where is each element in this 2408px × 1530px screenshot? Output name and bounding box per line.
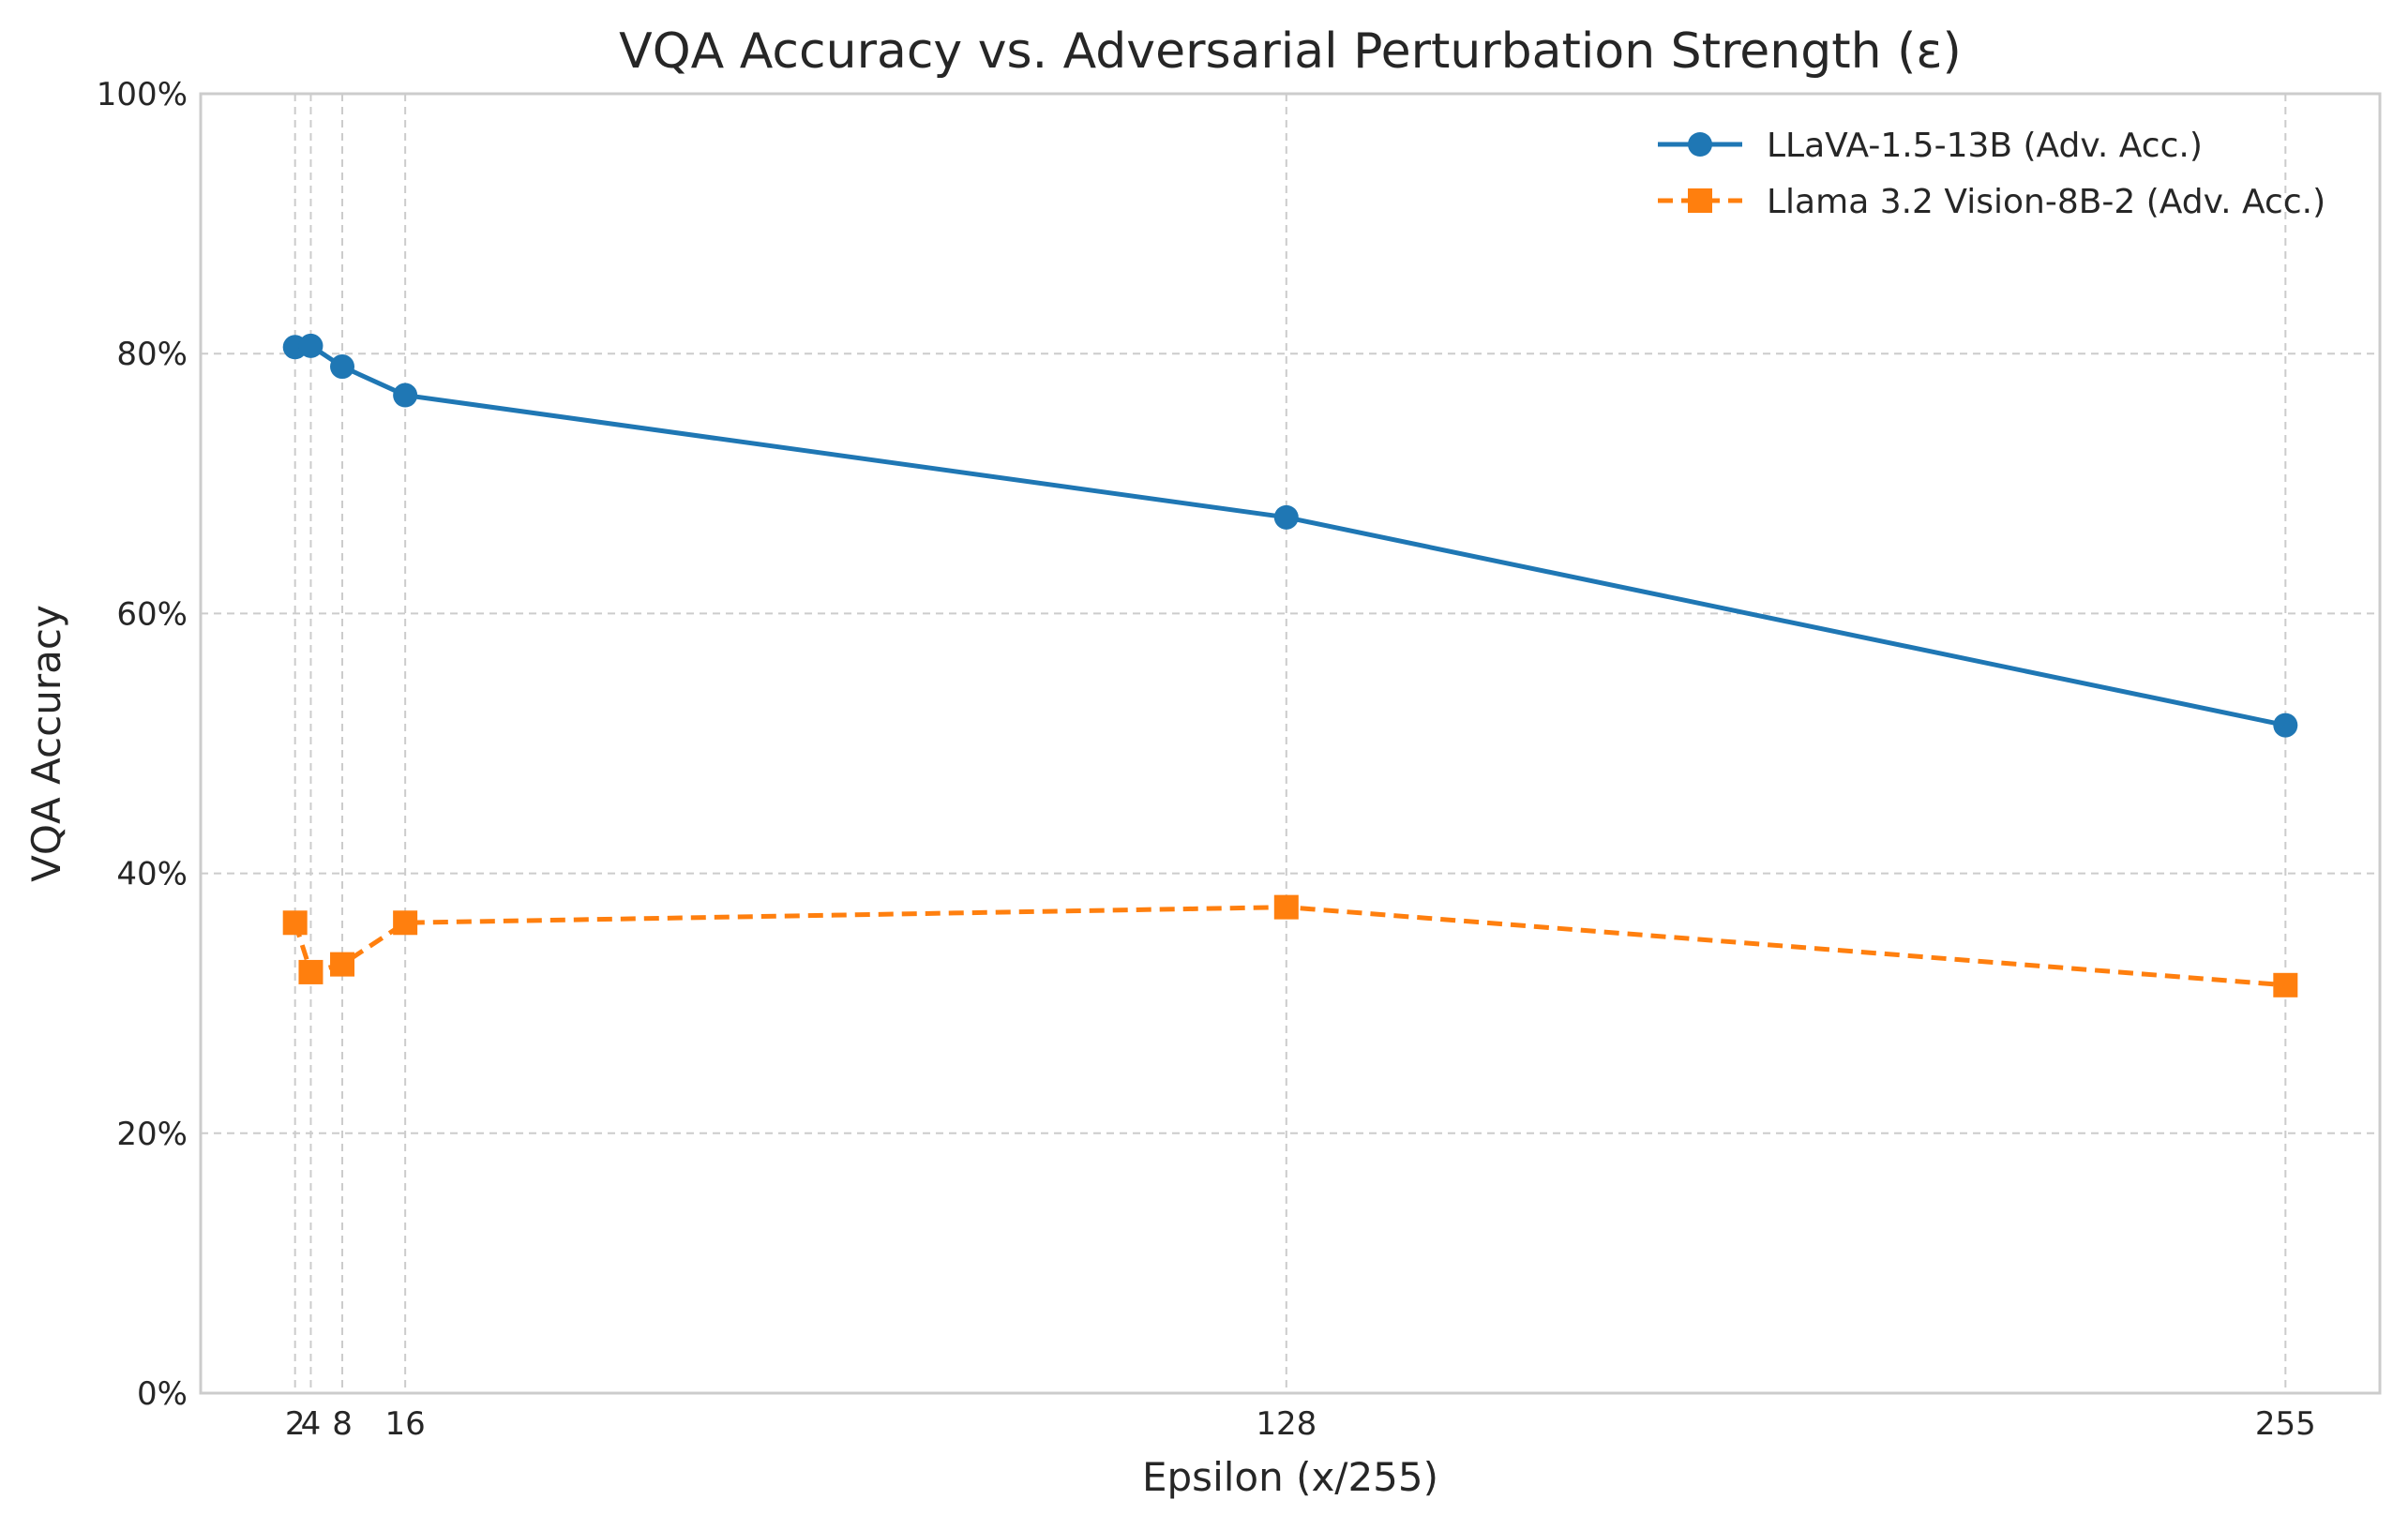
y-tick-labels: 0% 20% 40% 60% 80% 100%	[97, 76, 188, 1413]
x-tick-label: 2	[285, 1405, 306, 1443]
legend-item: Llama 3.2 Vision-8B-2 (Adv. Acc.)	[1658, 183, 2325, 221]
data-point	[298, 959, 324, 984]
data-point	[330, 952, 355, 977]
x-tick-label: 4	[301, 1405, 322, 1443]
x-tick-labels: 24 8 16 128 255	[285, 1405, 2316, 1443]
data-point	[1273, 504, 1299, 530]
data-point	[393, 910, 418, 936]
x-tick-label: 8	[332, 1405, 353, 1443]
data-point	[2273, 972, 2298, 998]
data-point	[2273, 712, 2298, 738]
series-layer	[282, 333, 2298, 998]
data-point	[330, 354, 355, 380]
chart-title: VQA Accuracy vs. Adversarial Perturbatio…	[619, 23, 1962, 80]
legend-marker	[1688, 132, 1712, 157]
x-tick-label: 128	[1256, 1405, 1317, 1443]
y-tick-label: 0%	[137, 1375, 188, 1413]
data-point	[282, 910, 308, 936]
y-tick-label: 20%	[116, 1116, 188, 1153]
y-tick-label: 40%	[116, 856, 188, 893]
legend-item: LLaVA-1.5-13B (Adv. Acc.)	[1658, 127, 2203, 165]
y-axis-label: VQA Accuracy	[23, 605, 69, 882]
plot-frame	[199, 92, 2382, 1395]
x-axis-label: Epsilon (x/255)	[1142, 1454, 1438, 1500]
data-point	[393, 382, 418, 408]
data-point	[298, 333, 324, 358]
y-tick-label: 100%	[97, 76, 188, 113]
data-point	[1273, 894, 1299, 920]
x-tick-label: 255	[2255, 1405, 2316, 1443]
x-tick-label: 16	[385, 1405, 426, 1443]
legend-marker	[1688, 188, 1712, 213]
series-1	[282, 333, 2298, 738]
grid-lines	[201, 93, 2380, 1394]
legend-label: Llama 3.2 Vision-8B-2 (Adv. Acc.)	[1767, 183, 2325, 221]
legend-label: LLaVA-1.5-13B (Adv. Acc.)	[1767, 127, 2203, 165]
series-line	[293, 905, 2286, 988]
y-tick-label: 60%	[116, 595, 188, 633]
y-tick-label: 80%	[116, 336, 188, 373]
legend: LLaVA-1.5-13B (Adv. Acc.) Llama 3.2 Visio…	[1658, 127, 2325, 221]
series-2	[282, 894, 2298, 998]
